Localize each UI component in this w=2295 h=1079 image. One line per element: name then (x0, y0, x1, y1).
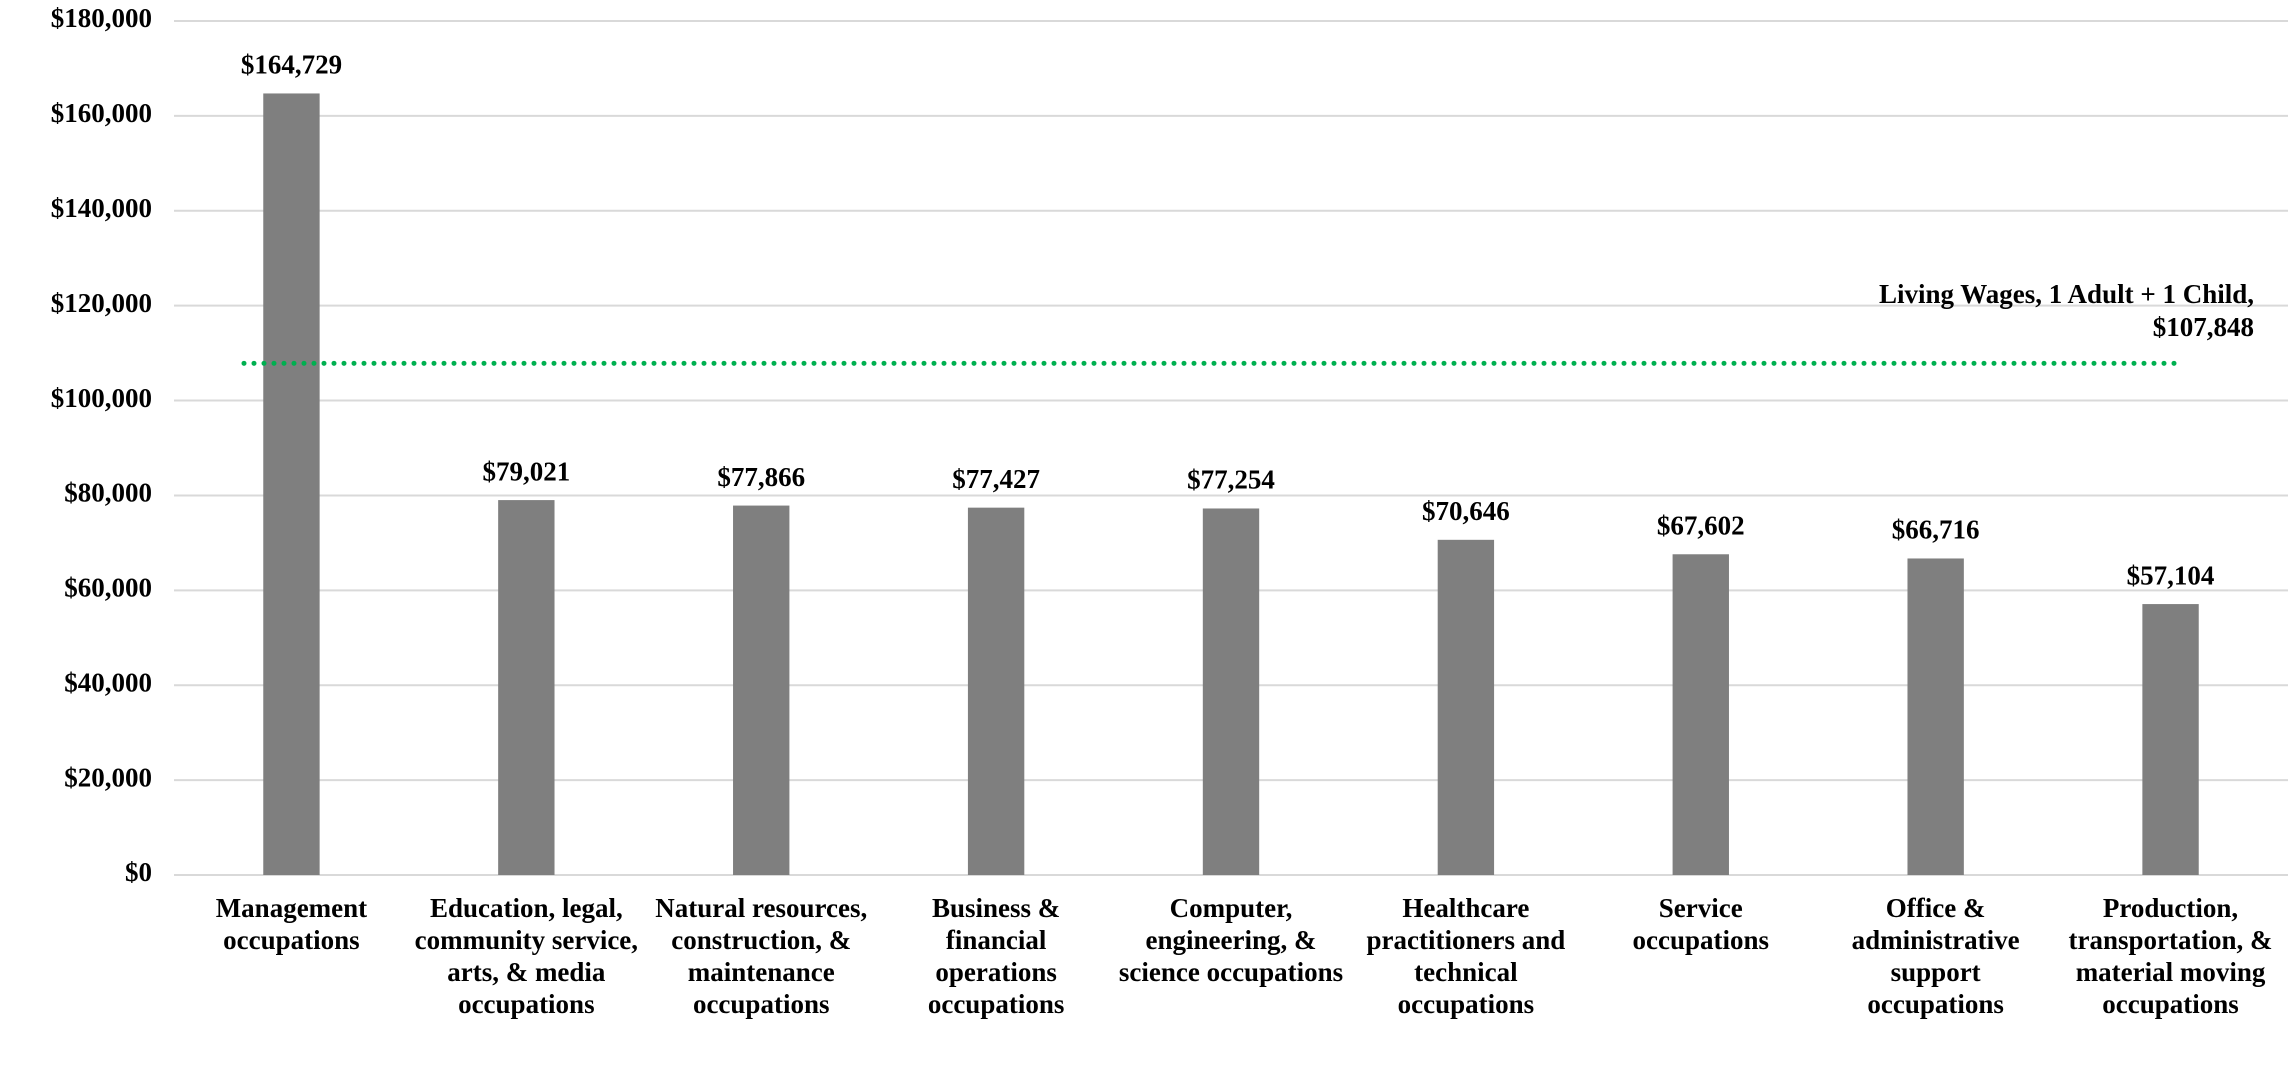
data-label: $57,104 (2127, 560, 2215, 590)
y-tick-label: $140,000 (51, 193, 152, 223)
bar (1202, 508, 1260, 875)
data-label: $66,716 (1892, 515, 1980, 545)
y-tick-label: $40,000 (64, 667, 152, 697)
bar (2142, 604, 2199, 875)
x-tick-label: Natural resources, construction, & maint… (655, 893, 868, 1019)
bar (733, 505, 790, 875)
bar (1437, 539, 1495, 875)
x-tick-label: Computer, engineering, & science occupat… (1118, 893, 1344, 987)
x-tick-label: Business & financial operations occupati… (927, 893, 1065, 1019)
y-tick-label: $180,000 (51, 3, 152, 33)
y-tick-label: $80,000 (64, 478, 152, 508)
data-label: $77,866 (717, 462, 805, 492)
data-label: $67,602 (1657, 510, 1745, 540)
data-label: $70,646 (1422, 496, 1510, 526)
bar (498, 500, 555, 875)
x-tick-label: Education, legal, community service, art… (414, 893, 639, 1019)
bar (263, 93, 320, 876)
data-label: $77,427 (952, 464, 1040, 494)
y-tick-label: $100,000 (51, 383, 152, 413)
bar (1907, 558, 1964, 875)
data-label: $79,021 (482, 456, 570, 486)
y-tick-label: $20,000 (64, 762, 152, 792)
y-tick-label: $0 (125, 857, 152, 887)
x-tick-label: Management occupations (215, 893, 368, 955)
data-label: $77,254 (1187, 465, 1275, 495)
x-tick-label: Production, transportation, & material m… (2068, 893, 2273, 1019)
data-label: $164,729 (241, 50, 342, 80)
bar (1672, 554, 1729, 875)
x-tick-label: Office & administrative support occupati… (1851, 893, 2020, 1019)
reference-label: Living Wages, 1 Adult + 1 Child, $107,84… (1879, 279, 2254, 343)
bar (967, 507, 1025, 875)
y-tick-label: $120,000 (51, 288, 152, 318)
x-tick-label: Healthcare practitioners and technical o… (1366, 893, 1566, 1019)
y-tick-label: $60,000 (64, 573, 152, 603)
x-tick-label: Service occupations (1632, 893, 1770, 955)
y-tick-label: $160,000 (51, 98, 152, 128)
